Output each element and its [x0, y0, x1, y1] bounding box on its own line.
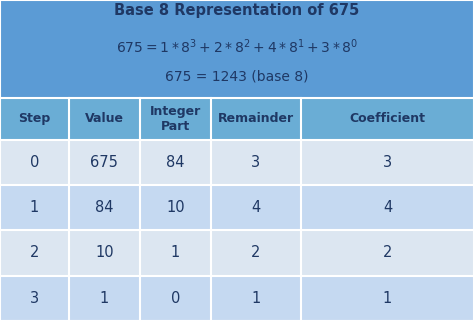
- Bar: [0, 276, 474, 321]
- Text: 3: 3: [30, 291, 39, 306]
- Bar: [0, 98, 474, 140]
- Bar: [0, 230, 474, 276]
- Bar: [0, 185, 474, 230]
- Text: 2: 2: [30, 246, 39, 260]
- Text: $675 = 1 * 8^3 + 2 * 8^2 + 4 * 8^1 + 3 * 8^0$: $675 = 1 * 8^3 + 2 * 8^2 + 4 * 8^1 + 3 *…: [116, 37, 358, 56]
- Text: Remainder: Remainder: [218, 112, 294, 125]
- Text: 4: 4: [251, 200, 261, 215]
- Text: 2: 2: [383, 246, 392, 260]
- Text: 675: 675: [91, 155, 118, 170]
- Text: Step: Step: [18, 112, 51, 125]
- Text: 1: 1: [383, 291, 392, 306]
- Bar: [0, 0, 474, 98]
- Text: 3: 3: [251, 155, 261, 170]
- Text: Value: Value: [85, 112, 124, 125]
- Text: 1: 1: [30, 200, 39, 215]
- Text: 0: 0: [30, 155, 39, 170]
- Text: 675 = 1243 (base 8): 675 = 1243 (base 8): [165, 69, 309, 83]
- Text: 84: 84: [166, 155, 185, 170]
- Text: 1: 1: [100, 291, 109, 306]
- Text: 10: 10: [95, 246, 114, 260]
- Text: Integer
Part: Integer Part: [150, 105, 201, 133]
- Text: 2: 2: [251, 246, 261, 260]
- Text: Base 8 Representation of 675: Base 8 Representation of 675: [114, 3, 360, 18]
- Text: 3: 3: [383, 155, 392, 170]
- Text: 4: 4: [383, 200, 392, 215]
- Bar: [0, 140, 474, 185]
- Text: 84: 84: [95, 200, 114, 215]
- Text: 1: 1: [251, 291, 261, 306]
- Text: 10: 10: [166, 200, 185, 215]
- Text: Coefficient: Coefficient: [349, 112, 426, 125]
- Text: 0: 0: [171, 291, 180, 306]
- Text: 1: 1: [171, 246, 180, 260]
